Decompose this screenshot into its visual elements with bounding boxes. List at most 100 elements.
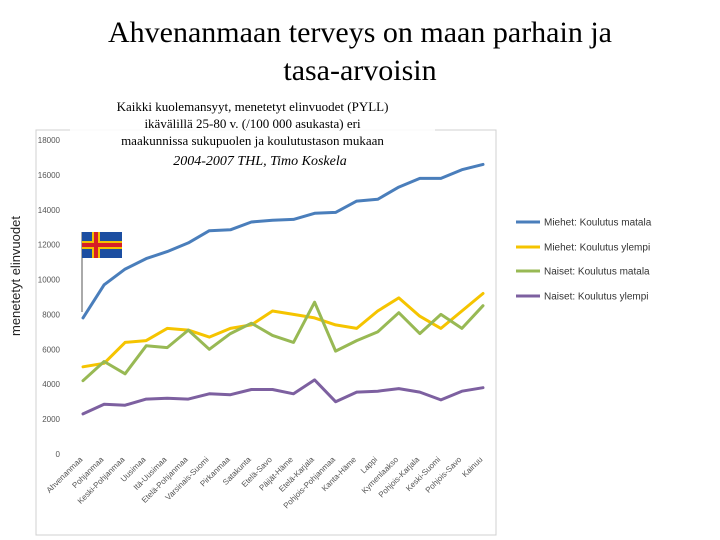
y-tick-label: 4000 [42,380,60,389]
data-point [144,397,148,401]
data-point [166,327,169,330]
series-line-3 [81,300,485,383]
data-point [418,332,422,335]
page-title: Ahvenanmaan terveys on maan parhain ja t… [0,14,720,90]
y-tick-label: 18000 [38,136,61,145]
data-point [144,339,148,342]
data-point [355,390,358,394]
data-point [271,388,274,391]
y-tick-label: 8000 [42,310,60,319]
data-point [313,212,316,215]
subtitle-line-2: ikävälillä 25-80 v. (/100 000 asukasta) … [144,116,361,131]
data-point [123,341,127,344]
data-point [187,328,190,332]
data-point [481,163,485,166]
data-point [81,365,85,368]
data-point [144,257,148,260]
data-point [123,267,127,271]
data-point [166,396,169,400]
y-tick-label: 12000 [38,241,61,250]
data-point [418,177,422,180]
data-point [334,349,337,353]
data-point [102,360,106,363]
data-point [166,250,169,253]
data-point [271,334,274,337]
series-line-4 [81,378,485,416]
data-point [313,378,316,382]
data-point [292,218,295,221]
data-point [292,341,295,344]
data-point [208,229,211,232]
data-point [81,316,85,320]
data-point [418,314,422,318]
data-point [313,301,316,304]
data-point [229,228,232,232]
data-point [144,344,148,348]
data-point [292,313,295,316]
data-point [187,241,190,245]
y-tick-label: 14000 [38,206,61,215]
data-point [460,327,464,330]
data-point [166,346,169,349]
data-point [123,403,127,407]
data-point [123,372,127,375]
legend-label: Naiset: Koulutus matala [544,267,650,278]
data-point [460,390,464,393]
data-point [313,316,316,320]
title-line-2: tasa-arvoisin [283,54,437,87]
data-point [439,313,443,316]
y-tick-label: 2000 [42,415,60,424]
data-point [481,386,485,389]
data-point [102,283,106,286]
series-line-2 [81,292,485,369]
data-point [439,327,443,330]
subtitle-line-1: Kaikki kuolemansyyt, menetetyt elinvuode… [116,99,389,114]
data-point [208,392,211,396]
data-point [481,292,485,295]
chart-subtitle: Kaikki kuolemansyyt, menetetyt elinvuode… [70,98,435,149]
y-tick-label: 6000 [42,345,60,354]
legend-label: Miehet: Koulutus matala [544,218,652,229]
data-point [271,219,274,222]
data-point [355,199,358,203]
data-point [439,398,443,402]
data-point [397,387,400,390]
aland-flag-icon [81,232,122,312]
data-point [81,412,85,416]
data-point [355,327,358,330]
y-tick-label: 10000 [38,276,61,285]
legend-label: Naiset: Koulutus ylempi [544,292,649,303]
data-point [250,388,253,391]
data-point [418,390,422,394]
data-point [334,211,337,214]
data-point [481,304,485,307]
data-point [229,393,232,396]
data-point [397,311,400,314]
data-point [334,323,337,327]
data-point [376,309,379,313]
data-point [355,339,358,342]
data-point [439,177,443,180]
series-line-1 [81,162,485,320]
data-point [376,390,379,393]
source-label: 2004-2007 THL, Timo Koskela [173,154,347,169]
legend-label: Miehet: Koulutus ylempi [544,243,650,254]
data-point [250,321,253,325]
data-point [292,392,295,396]
data-point [271,309,274,313]
data-point [102,403,106,406]
title-line-1: Ahvenanmaan terveys on maan parhain ja [108,16,612,49]
data-point [397,185,400,189]
y-tick-label: 16000 [38,171,61,180]
series-layer [81,162,485,416]
y-axis: 0 2000 4000 6000 8000 10000 12000 14000 16000 180… [38,136,61,459]
data-point [334,400,337,403]
data-point [250,220,253,224]
data-point [229,332,232,335]
data-point [376,198,379,201]
data-point [187,397,190,401]
y-axis-label: menetetyt elinvuodet [8,216,23,336]
data-point [376,330,379,334]
y-tick-label: 0 [56,450,61,459]
